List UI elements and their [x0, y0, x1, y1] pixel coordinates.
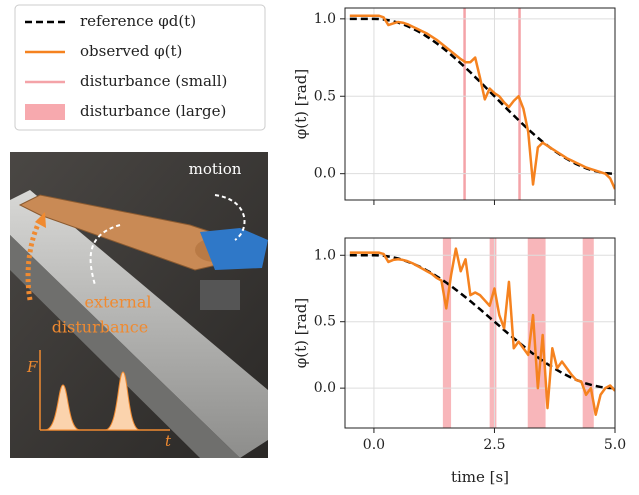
y-tick-label: 0.0	[314, 380, 336, 396]
series-line	[349, 254, 615, 390]
y-tick-label: 0.0	[314, 166, 336, 182]
motor-mount	[200, 228, 268, 270]
x-tick-label: 0.0	[363, 437, 385, 453]
disturbance-band	[489, 238, 497, 428]
x-tick-label: 5.0	[604, 437, 626, 453]
legend-label: disturbance (large)	[80, 102, 226, 120]
force-pulse	[104, 371, 141, 431]
y-axis-label: φ(t) [rad]	[292, 298, 310, 368]
x-axis-label: time [s]	[451, 468, 509, 486]
axes-frame	[344, 237, 616, 429]
arrow-head	[35, 212, 46, 228]
connector	[200, 280, 240, 310]
disturbance-band	[527, 238, 546, 428]
photo-label: F	[26, 358, 38, 376]
rail-side	[10, 235, 240, 458]
motion-arrow	[214, 194, 246, 241]
disturbance-band	[582, 238, 594, 428]
x-tick-label: 2.5	[483, 437, 505, 453]
y-tick-label: 0.5	[314, 314, 336, 330]
legend-swatch	[25, 104, 65, 120]
axes-frame	[344, 7, 616, 201]
legend-label: disturbance (small)	[80, 72, 227, 90]
legend-box	[14, 4, 266, 131]
chart: 0.0 0.5 1.0 φ(t) [rad]	[292, 7, 616, 205]
disturbance-arrow	[25, 218, 43, 301]
disturbance-band	[442, 238, 452, 428]
legend-label: reference φd(t)	[80, 12, 196, 30]
chart: 0.0 0.5 1.0 0.0 2.5 5.0 φ(t) [rad] time [s]	[292, 237, 626, 486]
y-tick-label: 1.0	[314, 11, 336, 27]
photo-label: motion	[189, 160, 242, 178]
rail	[10, 190, 268, 458]
photo-label: external	[85, 293, 152, 312]
series-line	[349, 17, 615, 175]
force-pulse	[44, 384, 81, 431]
series-line	[349, 14, 615, 190]
photo: motion external disturbance F t	[10, 152, 268, 458]
y-tick-label: 0.5	[314, 88, 336, 104]
legend-label: observed φ(t)	[80, 42, 182, 60]
legend: reference φd(t) observed φ(t) disturbance …	[14, 4, 266, 131]
series-line	[349, 247, 615, 416]
y-tick-label: 1.0	[314, 247, 336, 263]
photo-label: disturbance	[52, 318, 148, 337]
photo-label: t	[165, 432, 172, 450]
motion-arrow	[89, 224, 121, 286]
y-axis-label: φ(t) [rad]	[292, 69, 310, 139]
